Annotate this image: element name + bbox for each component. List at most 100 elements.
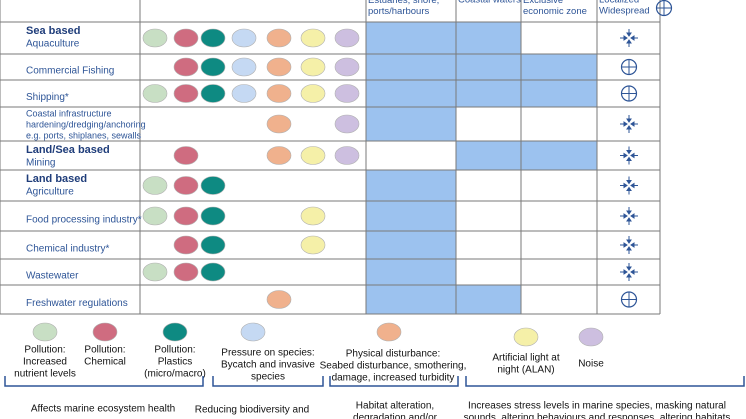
legend-dot bbox=[240, 322, 266, 342]
localized-arrowhead bbox=[630, 269, 635, 275]
extent-header: Localized bbox=[599, 0, 639, 6]
pressure-dot bbox=[173, 146, 199, 165]
pressure-dot bbox=[142, 206, 168, 226]
pressure-dot bbox=[300, 28, 326, 48]
legend-label: (micro/macro) bbox=[144, 369, 206, 380]
legend-label: Increased bbox=[23, 357, 67, 368]
localized-arrowhead bbox=[630, 242, 635, 248]
bracket bbox=[4, 376, 204, 387]
localized-arrowhead bbox=[630, 121, 635, 127]
legend-label: Chemical bbox=[84, 357, 126, 368]
extent-header: Widespread bbox=[599, 6, 650, 17]
localized-icon bbox=[620, 263, 638, 281]
legend-label: Seabed disturbance, smothering, bbox=[320, 361, 467, 372]
pressure-dot bbox=[334, 114, 360, 134]
legend-label: night (ALAN) bbox=[497, 365, 554, 376]
pressure-dot bbox=[334, 84, 360, 103]
effect-label: Reducing biodiversity and bbox=[195, 405, 310, 416]
localized-arrowhead bbox=[626, 239, 632, 244]
pressure-dot bbox=[300, 146, 326, 165]
zone-header: Coastal waters bbox=[458, 0, 521, 6]
localized-arrowhead bbox=[626, 156, 632, 161]
pressure-dot bbox=[231, 57, 257, 77]
pressure-dot bbox=[266, 84, 292, 103]
row-label: Wastewater bbox=[26, 271, 79, 282]
pressure-dot bbox=[200, 206, 226, 226]
zone-cell bbox=[456, 54, 521, 80]
zone-header: Estuaries, shore, ports/harbours bbox=[368, 0, 439, 17]
zone-cell bbox=[521, 80, 597, 107]
pressure-dot bbox=[142, 84, 168, 103]
effect-label: Habitat alteration, bbox=[356, 401, 434, 412]
localized-arrowhead bbox=[630, 182, 635, 189]
zone-cell bbox=[521, 141, 597, 170]
row-label: Shipping* bbox=[26, 92, 69, 103]
pressure-dot bbox=[334, 146, 360, 165]
pressure-dot bbox=[300, 57, 326, 77]
zone-header-line: economic zone bbox=[523, 6, 587, 17]
zone-cell bbox=[456, 141, 521, 170]
row-label: hardening/dredging/anchoring bbox=[26, 119, 146, 129]
pressure-dot bbox=[231, 84, 257, 103]
pressure-dot bbox=[142, 262, 168, 282]
zone-cell bbox=[366, 231, 456, 259]
localized-arrowhead bbox=[623, 269, 628, 275]
row-label: Coastal infrastructure bbox=[26, 108, 112, 118]
pressure-dot bbox=[173, 176, 199, 195]
localized-arrowhead bbox=[626, 125, 632, 130]
legend-label: Physical disturbance: bbox=[346, 349, 441, 360]
pressure-dot bbox=[266, 146, 292, 165]
localized-arrowhead bbox=[626, 180, 632, 185]
legend-label: Pollution: bbox=[84, 345, 125, 356]
zone-cell bbox=[521, 54, 597, 80]
localized-arrowhead bbox=[623, 213, 628, 219]
row-label: Agriculture bbox=[26, 187, 74, 198]
legend-dot bbox=[578, 327, 604, 347]
legend-label: Pressure on species: bbox=[221, 348, 314, 359]
zone-header-line: Exclusive bbox=[523, 0, 563, 6]
row-label: Chemical industry* bbox=[26, 244, 109, 255]
row-label: Freshwater regulations bbox=[26, 298, 128, 309]
zone-cell bbox=[456, 22, 521, 54]
pressure-dot bbox=[173, 262, 199, 282]
localized-arrowhead bbox=[626, 266, 632, 271]
pressure-dot bbox=[266, 28, 292, 48]
zone-cell bbox=[366, 22, 456, 54]
pressure-dot bbox=[173, 84, 199, 103]
pressure-dot bbox=[266, 114, 292, 134]
legend-label: Bycatch and invasive bbox=[221, 360, 315, 371]
pressure-dot bbox=[200, 28, 226, 48]
zone-header-line: ports/harbours bbox=[368, 6, 430, 17]
localized-arrowhead bbox=[626, 246, 632, 251]
pressure-dot bbox=[300, 206, 326, 226]
legend-label: Plastics bbox=[158, 357, 192, 368]
zone-cell bbox=[366, 201, 456, 231]
localized-arrowhead bbox=[626, 186, 632, 191]
localized-arrowhead bbox=[626, 210, 632, 215]
zone-cell bbox=[366, 170, 456, 201]
legend-label: nutrient levels bbox=[14, 369, 76, 380]
localized-arrowhead bbox=[626, 273, 632, 278]
localized-arrowhead bbox=[630, 35, 635, 41]
pressure-dot bbox=[231, 28, 257, 48]
zone-cell bbox=[366, 259, 456, 285]
legend-dot bbox=[162, 322, 188, 342]
zone-cell bbox=[456, 285, 521, 314]
zone-cell bbox=[366, 80, 456, 107]
pressure-dot bbox=[142, 28, 168, 48]
pressure-dot bbox=[200, 262, 226, 282]
pressure-dot bbox=[173, 206, 199, 226]
localized-arrowhead bbox=[626, 32, 632, 37]
localized-arrowhead bbox=[626, 39, 632, 44]
row-label: Food processing industry* bbox=[26, 215, 142, 226]
localized-arrowhead bbox=[623, 35, 628, 41]
localized-icon bbox=[620, 29, 638, 47]
pressure-dot bbox=[142, 176, 168, 195]
localized-arrowhead bbox=[623, 152, 628, 159]
pressure-dot bbox=[200, 176, 226, 195]
localized-arrowhead bbox=[630, 213, 635, 219]
effect-label: degradation and/or bbox=[353, 413, 438, 419]
pressure-dot bbox=[266, 290, 292, 309]
bracket bbox=[212, 376, 324, 387]
localized-arrowhead bbox=[626, 118, 632, 123]
